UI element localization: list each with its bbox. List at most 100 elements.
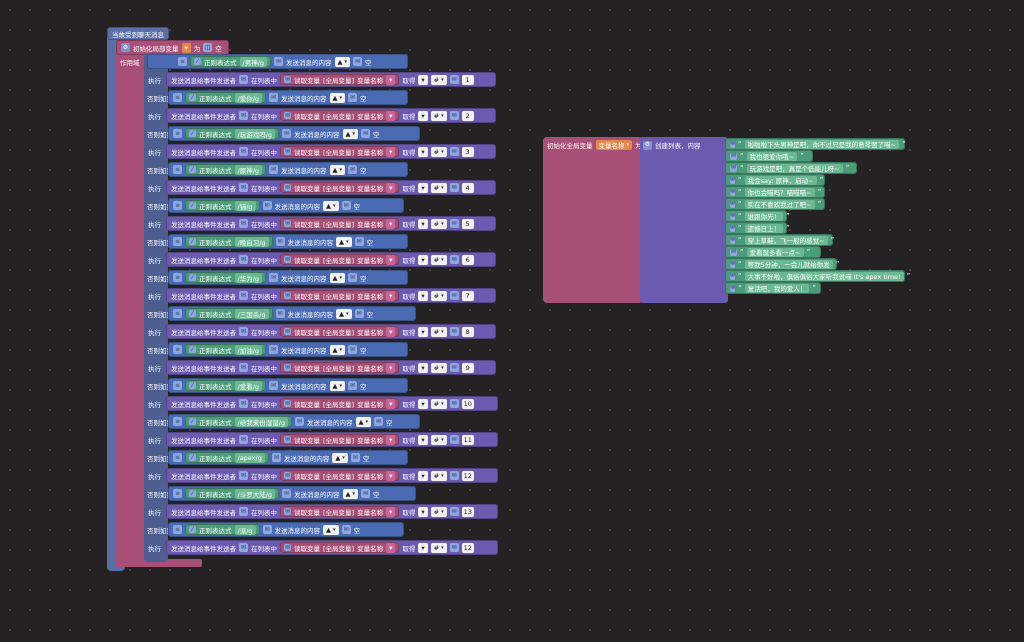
hash-dropdown[interactable]: # ▾ <box>430 434 447 445</box>
var-dropdown[interactable]: ▾ <box>386 398 396 409</box>
take-dropdown[interactable]: ▾ <box>418 110 428 121</box>
hash-dropdown[interactable]: # ▾ <box>430 182 447 193</box>
dropdown[interactable]: ▲ ▾ <box>329 344 346 355</box>
index-field[interactable]: 4 <box>461 182 474 193</box>
hash-dropdown[interactable]: # ▾ <box>430 326 447 337</box>
list-item-text[interactable]: 玩游戏是吧，真是个低能儿呀~ <box>746 163 843 173</box>
var-dropdown[interactable]: ▾ <box>386 74 396 85</box>
condition-row[interactable]: ≡ ⁄ 正则表达式 /给我来份湿湿/g ✉ 发送消息的内容 ▲ ▾ ✉ 空 <box>168 414 420 429</box>
dropdown[interactable]: ▲ ▾ <box>332 452 348 463</box>
index-field[interactable]: 1 <box>461 74 474 85</box>
send-row[interactable]: 发送消息给事件发送者 ✉ 在列表中 ✉ 读取变量 [全局变量] 变量名称 ▾ 取… <box>166 504 498 519</box>
get-var-block[interactable]: ✉ 读取变量 [全局变量] 变量名称 ▾ <box>280 542 400 553</box>
index-field[interactable]: 9 <box>461 362 474 373</box>
init-local-var-block[interactable]: ⚙ 初始化局部变量 ▾ 为 ◫ 空 <box>116 40 229 55</box>
get-var-block[interactable]: ✉ 读取变量 [全局变量] 变量名称 ▾ <box>280 74 400 85</box>
send-row[interactable]: 发送消息给事件发送者 ✉ 在列表中 ✉ 读取变量 [全局变量] 变量名称 ▾ 取… <box>166 324 496 339</box>
create-list-block[interactable]: ⚙ 创建列表，内容 <box>640 137 728 303</box>
regex-block[interactable]: ⁄ 正则表达式 /原神/g <box>185 164 267 175</box>
hash-dropdown[interactable]: # ▾ <box>430 290 447 301</box>
regex-block[interactable]: ⁄ 正则表达式 /派/g <box>185 524 260 535</box>
index-field[interactable]: 6 <box>461 254 474 265</box>
list-item-text-block[interactable]: ✉ “ 我也很爱你哦~ ” <box>725 150 813 162</box>
get-var-block[interactable]: ✉ 读取变量 [全局变量] 变量名称 ▾ <box>280 218 400 229</box>
take-dropdown[interactable]: ▾ <box>418 362 428 373</box>
get-var-block[interactable]: ✉ 读取变量 [全局变量] 变量名称 ▾ <box>280 146 400 157</box>
regex-block[interactable]: ⁄ 正则表达式 /加油/g <box>185 344 267 355</box>
take-dropdown[interactable]: ▾ <box>418 470 428 481</box>
take-dropdown[interactable]: ▾ <box>418 326 428 337</box>
event-header[interactable]: 当故受到聊天消息 <box>107 27 169 40</box>
list-item-text-block[interactable]: ✉ “ 穿上草鞋，飞一般的感觉~ ” <box>725 234 834 246</box>
index-field[interactable]: 2 <box>461 110 474 121</box>
take-dropdown[interactable]: ▾ <box>418 254 428 265</box>
send-row[interactable]: 发送消息给事件发送者 ✉ 在列表中 ✉ 读取变量 [全局变量] 变量名称 ▾ 取… <box>166 252 496 267</box>
condition-row[interactable]: ≡ ⁄ 正则表达式 /原神/g ✉ 发送消息的内容 ▲ ▾ ✉ 空 <box>168 162 408 177</box>
condition-row[interactable]: ≡ ⁄ 正则表达式 /爱你/g ✉ 发送消息的内容 ▲ ▾ ✉ 空 <box>168 90 408 105</box>
send-row[interactable]: 发送消息给事件发送者 ✉ 在列表中 ✉ 读取变量 [全局变量] 变量名称 ▾ 取… <box>166 396 498 411</box>
gear-icon[interactable]: ⚙ <box>643 140 652 150</box>
regex-value[interactable]: /玩游戏吗/g <box>234 128 276 139</box>
send-row[interactable]: 发送消息给事件发送者 ✉ 在列表中 ✉ 读取变量 [全局变量] 变量名称 ▾ 取… <box>166 108 496 123</box>
var-dropdown[interactable]: ▾ <box>386 110 396 121</box>
take-dropdown[interactable]: ▾ <box>418 506 428 517</box>
list-item-text[interactable]: 你也会喵吗？喵喵喵~ <box>744 187 815 197</box>
list-item-text[interactable]: 实在不喜欢我过了吧~ <box>744 199 815 209</box>
global-var-block[interactable]: 初始化全局变量 变量名称 ▾ 为 <box>543 137 643 303</box>
dropdown[interactable]: ▲ ▾ <box>323 200 339 211</box>
hash-dropdown[interactable]: # ▾ <box>430 470 447 481</box>
var-dropdown[interactable]: ▾ <box>386 182 396 193</box>
hash-dropdown[interactable]: # ▾ <box>430 398 447 409</box>
list-item-text[interactable]: 谁跟你先！ <box>744 211 784 221</box>
var-dropdown[interactable]: ▾ <box>386 146 396 157</box>
regex-value[interactable]: /晚自习/g <box>234 236 269 247</box>
hash-dropdown[interactable]: # ▾ <box>430 254 447 265</box>
condition-row[interactable]: ≡ ⁄ 正则表达式 /三国杀/g ✉ 发送消息的内容 ▲ ▾ ✉ 空 <box>168 306 416 321</box>
send-row[interactable]: 发送消息给事件发送者 ✉ 在列表中 ✉ 读取变量 [全局变量] 变量名称 ▾ 取… <box>166 288 496 303</box>
var-dropdown[interactable]: ▾ <box>386 326 396 337</box>
dropdown[interactable]: ▲ ▾ <box>329 272 346 283</box>
take-dropdown[interactable]: ▾ <box>418 398 428 409</box>
regex-block[interactable]: ⁄ 正则表达式 /华为/g <box>185 272 267 283</box>
get-var-block[interactable]: ✉ 读取变量 [全局变量] 变量名称 ▾ <box>280 254 400 265</box>
list-item-text[interactable]: 等我5分钟，一会儿就给你发 <box>744 259 833 269</box>
condition-row[interactable]: ≡ ⁄ 正则表达式 /晚自习/g ✉ 发送消息的内容 ▲ ▾ ✉ 空 <box>168 234 408 249</box>
if-chain-body[interactable] <box>144 53 168 562</box>
regex-value[interactable]: /爱看/g <box>234 380 263 391</box>
list-item-text-block[interactable]: ✉ “ 等我5分钟，一会儿就给你发 ” <box>725 258 839 270</box>
send-row[interactable]: 发送消息给事件发送者 ✉ 在列表中 ✉ 读取变量 [全局变量] 变量名称 ▾ 取… <box>166 216 496 231</box>
index-field[interactable]: 8 <box>461 326 474 337</box>
condition-row[interactable]: ≡ ⁄ 正则表达式 /玩游戏吗/g ✉ 发送消息的内容 ▲ ▾ ✉ 空 <box>168 126 420 141</box>
list-item-text[interactable]: 啦啦啦下头男神是吧，你不过只是我的意琴罢了喵~ <box>744 139 900 149</box>
var-dropdown[interactable]: ▾ <box>386 218 396 229</box>
regex-value[interactable]: /加油/g <box>234 344 263 355</box>
regex-block[interactable]: ⁄ 正则表达式 /爱你/g <box>185 92 267 103</box>
list-item-text[interactable]: 复活吧，我的爱人！ <box>744 283 810 293</box>
take-dropdown[interactable]: ▾ <box>418 290 428 301</box>
list-item-text[interactable]: 爱看就多看一点~ <box>746 247 804 257</box>
take-dropdown[interactable]: ▾ <box>418 434 428 445</box>
var-dropdown[interactable]: ▾ <box>386 506 396 517</box>
dropdown[interactable]: ▲ ▾ <box>336 308 352 319</box>
dropdown[interactable]: ▲ ▾ <box>329 92 346 103</box>
index-field[interactable]: 12 <box>461 470 474 481</box>
dropdown[interactable]: ▲ ▾ <box>336 236 352 247</box>
list-item-text[interactable]: 我也很爱你哦~ <box>746 151 798 161</box>
condition-row[interactable]: ≡ ⁄ 正则表达式 /派/g ✉ 发送消息的内容 ▲ ▾ ✉ 空 <box>168 522 404 537</box>
take-dropdown[interactable]: ▾ <box>418 542 428 553</box>
send-row[interactable]: 发送消息给事件发送者 ✉ 在列表中 ✉ 读取变量 [全局变量] 变量名称 ▾ 取… <box>166 432 498 447</box>
var-dropdown[interactable]: ▾ <box>386 254 396 265</box>
condition-row[interactable]: ≡ ⁄ 正则表达式 /男神/g ✉ 发送消息的内容 ▲ ▾ ✉ 空 <box>147 54 408 69</box>
get-var-block[interactable]: ✉ 读取变量 [全局变量] 变量名称 ▾ <box>280 182 400 193</box>
get-var-block[interactable]: ✉ 读取变量 [全局变量] 变量名称 ▾ <box>280 470 400 481</box>
list-item-text-block[interactable]: ✉ “ 复活吧，我的爱人！ ” <box>725 282 821 294</box>
condition-row[interactable]: ≡ ⁄ 正则表达式 /加油/g ✉ 发送消息的内容 ▲ ▾ ✉ 空 <box>168 342 408 357</box>
regex-block[interactable]: ⁄ 正则表达式 /晚自习/g <box>185 236 273 247</box>
index-field[interactable]: 10 <box>461 398 474 409</box>
take-dropdown[interactable]: ▾ <box>418 182 428 193</box>
regex-block[interactable]: ⁄ 正则表达式 /爱看/g <box>185 380 267 391</box>
var-dropdown[interactable]: ▾ <box>386 434 396 445</box>
index-field[interactable]: 3 <box>461 146 474 157</box>
dropdown[interactable]: ▲ ▾ <box>334 56 351 67</box>
regex-value[interactable]: /男神/g <box>239 56 268 67</box>
